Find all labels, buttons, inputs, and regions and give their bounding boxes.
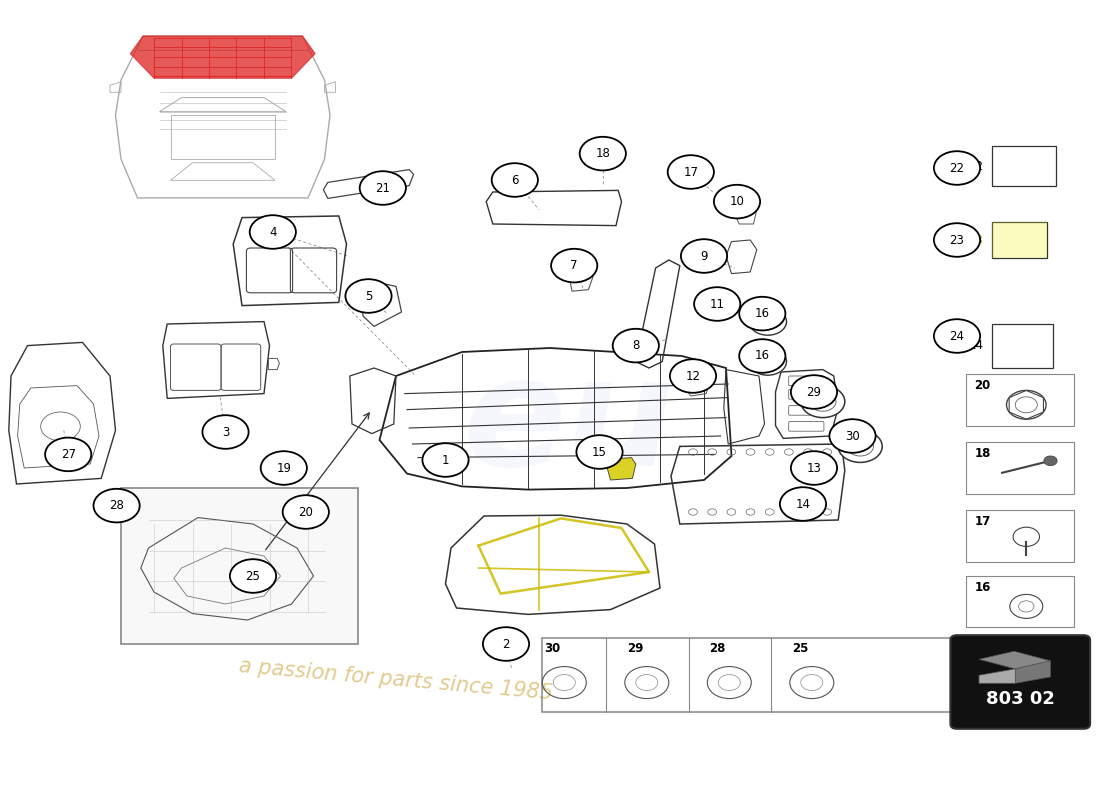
Text: 25: 25 — [792, 642, 808, 654]
Text: 23: 23 — [949, 234, 965, 246]
Text: 30: 30 — [845, 430, 860, 442]
Circle shape — [670, 359, 716, 393]
Text: 28: 28 — [710, 642, 726, 654]
Circle shape — [791, 375, 837, 409]
Text: 17: 17 — [683, 166, 698, 178]
Text: 27: 27 — [60, 448, 76, 461]
Text: 22: 22 — [949, 162, 965, 174]
Text: 1: 1 — [442, 454, 449, 466]
Circle shape — [934, 319, 980, 353]
Circle shape — [360, 171, 406, 205]
FancyBboxPatch shape — [950, 635, 1090, 729]
Circle shape — [838, 430, 882, 462]
Circle shape — [791, 451, 837, 485]
Text: 24: 24 — [949, 330, 965, 342]
Text: 15: 15 — [592, 446, 607, 458]
Text: 18: 18 — [595, 147, 610, 160]
Circle shape — [739, 339, 785, 373]
Text: 9: 9 — [701, 250, 707, 262]
Text: 8: 8 — [632, 339, 639, 352]
Circle shape — [230, 559, 276, 593]
Text: 803 02: 803 02 — [986, 690, 1055, 708]
Text: 16: 16 — [975, 581, 991, 594]
Polygon shape — [979, 651, 1050, 669]
Text: 30: 30 — [544, 642, 561, 654]
Circle shape — [694, 287, 740, 321]
Circle shape — [551, 249, 597, 282]
Text: 18: 18 — [975, 447, 991, 460]
Text: a passion for parts since 1985: a passion for parts since 1985 — [239, 656, 553, 704]
Text: 16: 16 — [755, 307, 770, 320]
Polygon shape — [1015, 661, 1050, 683]
Circle shape — [580, 137, 626, 170]
Circle shape — [934, 223, 980, 257]
Circle shape — [492, 163, 538, 197]
Text: 7: 7 — [571, 259, 578, 272]
Polygon shape — [131, 36, 315, 78]
Text: 3: 3 — [222, 426, 229, 438]
Circle shape — [250, 215, 296, 249]
Text: 14: 14 — [795, 498, 811, 510]
Text: 12: 12 — [685, 370, 701, 382]
Polygon shape — [979, 669, 1015, 683]
Circle shape — [934, 151, 980, 185]
Text: 4: 4 — [270, 226, 276, 238]
Text: 20: 20 — [298, 506, 314, 518]
Text: 21: 21 — [375, 182, 390, 194]
Text: 20: 20 — [975, 379, 991, 392]
Circle shape — [576, 435, 623, 469]
Text: 10: 10 — [729, 195, 745, 208]
Circle shape — [202, 415, 249, 449]
Text: 24: 24 — [968, 339, 983, 352]
Text: 28: 28 — [109, 499, 124, 512]
Circle shape — [801, 386, 845, 418]
Text: 23: 23 — [968, 234, 983, 246]
Text: 6: 6 — [512, 174, 518, 186]
Text: 17: 17 — [975, 515, 991, 528]
Text: 29: 29 — [627, 642, 644, 654]
Circle shape — [829, 419, 876, 453]
Text: 29: 29 — [806, 386, 822, 398]
Text: 22: 22 — [968, 160, 983, 173]
Circle shape — [681, 239, 727, 273]
Circle shape — [94, 489, 140, 522]
Circle shape — [749, 308, 786, 335]
Circle shape — [283, 495, 329, 529]
Text: 19: 19 — [276, 462, 292, 474]
Text: 5: 5 — [365, 290, 372, 302]
Text: 16: 16 — [755, 350, 770, 362]
Circle shape — [1044, 456, 1057, 466]
Text: eu: eu — [462, 350, 674, 498]
Circle shape — [613, 329, 659, 362]
Circle shape — [780, 487, 826, 521]
Circle shape — [668, 155, 714, 189]
Circle shape — [749, 348, 786, 375]
Text: 2: 2 — [503, 638, 509, 650]
Polygon shape — [607, 458, 636, 480]
FancyBboxPatch shape — [992, 222, 1047, 258]
Circle shape — [261, 451, 307, 485]
Circle shape — [422, 443, 469, 477]
Text: 13: 13 — [806, 462, 822, 474]
FancyBboxPatch shape — [121, 488, 358, 644]
Circle shape — [714, 185, 760, 218]
Circle shape — [45, 438, 91, 471]
Text: 25: 25 — [245, 570, 261, 582]
Text: 11: 11 — [710, 298, 725, 310]
Circle shape — [483, 627, 529, 661]
Circle shape — [345, 279, 392, 313]
Circle shape — [739, 297, 785, 330]
